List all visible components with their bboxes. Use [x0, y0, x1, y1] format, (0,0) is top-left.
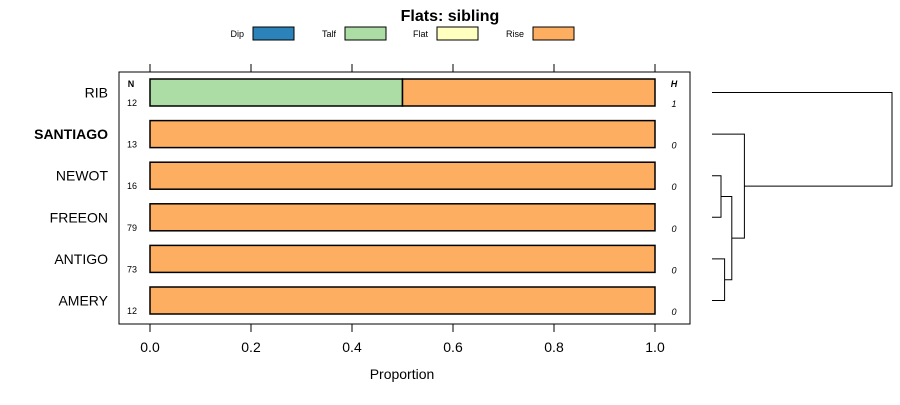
h-value-newot: 0: [671, 182, 676, 192]
n-value-santiago: 13: [127, 140, 137, 150]
row-label-antigo: ANTIGO: [54, 251, 108, 267]
legend-swatch-rise: [532, 26, 575, 41]
bar-segment-freeon-rise: [149, 203, 656, 232]
h-value-amery: 0: [671, 307, 676, 317]
row-label-amery: AMERY: [58, 293, 108, 309]
n-value-rib: 12: [127, 98, 137, 108]
n-value-amery: 12: [127, 306, 137, 316]
dendrogram: [712, 92, 893, 301]
bar-segment-rib-talf: [149, 78, 404, 107]
h-value-antigo: 0: [671, 265, 676, 275]
h-value-freeon: 0: [671, 224, 676, 234]
chart-title: Flats: sibling: [401, 8, 500, 25]
dendrogram-branch-2: [712, 175, 722, 218]
x-tick-label: 0.8: [544, 339, 564, 355]
dendrogram-branch-4: [712, 133, 745, 239]
h-value-santiago: 0: [671, 141, 676, 151]
bar-segment-santiago-rise: [149, 119, 656, 149]
bar-segment-antigo-rise: [149, 244, 656, 274]
bars-group: [149, 78, 656, 315]
bar-segment-newot-rise: [149, 161, 656, 190]
legend: Dip Talf Flat Rise: [230, 26, 575, 41]
x-axis-label: Proportion: [370, 366, 435, 382]
legend-swatch-dip: [252, 26, 295, 41]
bar-segment-amery-rise: [149, 286, 656, 315]
h-value-rib: 1: [671, 99, 676, 109]
legend-swatch-talf: [344, 26, 387, 41]
x-tick-label: 0.4: [342, 339, 362, 355]
n-value-newot: 16: [127, 181, 137, 191]
plot-panel-border: [118, 71, 691, 325]
x-axis: 0.0 0.2 0.4 0.6 0.8 1.0: [140, 64, 665, 355]
row-label-freeon: FREEON: [50, 209, 108, 225]
x-tick-label: 0.6: [443, 339, 463, 355]
x-tick-label: 0.0: [140, 339, 160, 355]
legend-label-flat: Flat: [413, 29, 429, 39]
n-column-header: N: [128, 79, 135, 89]
legend-label-rise: Rise: [506, 29, 524, 39]
row-label-santiago: SANTIAGO: [34, 126, 108, 142]
legend-label-dip: Dip: [230, 29, 244, 39]
row-label-newot: NEWOT: [56, 168, 109, 184]
row-labels-group: RIB 12 1 SANTIAGO 13 0 NEWOT 16 0 FREEON 79 0 ANTIGO…: [34, 85, 676, 318]
row-label-rib: RIB: [85, 85, 108, 101]
x-tick-label: 0.2: [241, 339, 261, 355]
n-value-freeon: 79: [127, 223, 137, 233]
h-column-header: H: [671, 79, 678, 89]
dendrogram-branch-5: [712, 92, 893, 187]
n-value-antigo: 73: [127, 264, 137, 274]
dendrogram-branch-1: [712, 258, 726, 301]
legend-swatch-flat: [436, 26, 479, 41]
dendrogram-branch-3: [721, 196, 733, 281]
bar-segment-rib-rise: [401, 78, 656, 107]
x-tick-label: 1.0: [645, 339, 665, 355]
legend-label-talf: Talf: [322, 29, 337, 39]
